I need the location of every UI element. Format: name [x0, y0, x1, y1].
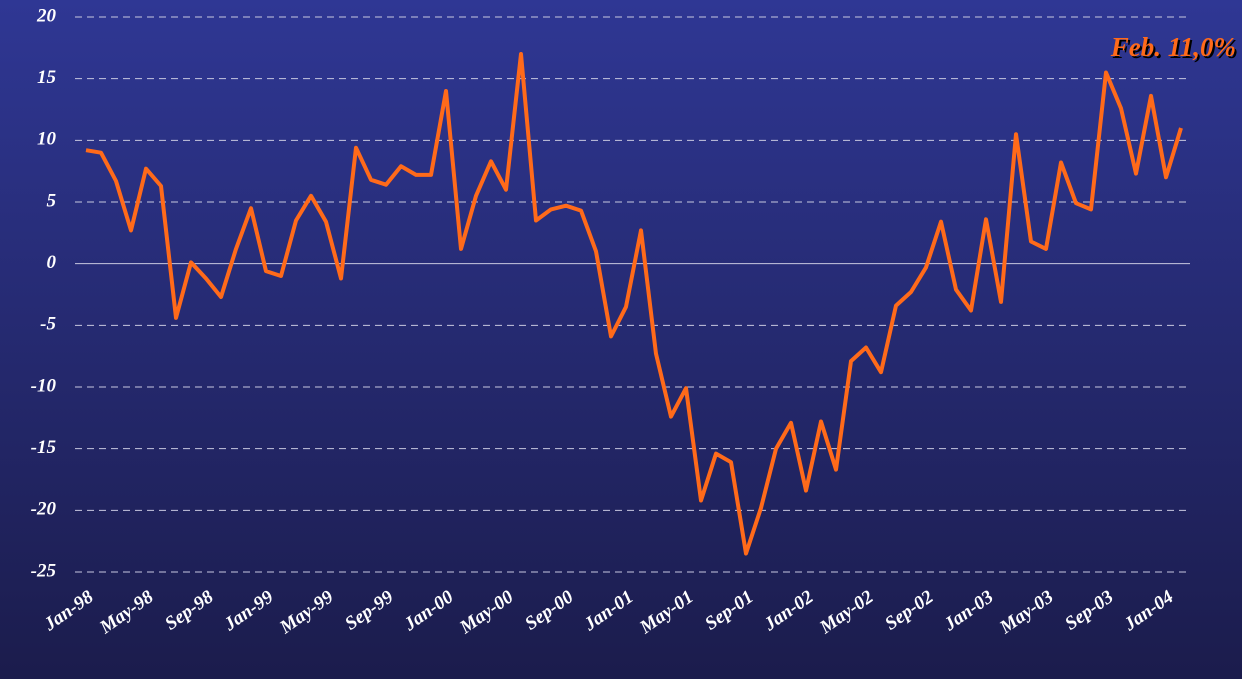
y-tick-label: 20	[36, 5, 57, 26]
y-tick-label: -25	[31, 560, 57, 581]
y-tick-label: -5	[40, 314, 56, 335]
data-line	[85, 52, 1183, 556]
y-tick-label: -10	[31, 375, 57, 396]
y-tick-label: -15	[31, 437, 57, 458]
y-tick-label: 0	[47, 252, 57, 273]
y-tick-label: 10	[37, 129, 57, 150]
y-tick-label: 15	[37, 67, 57, 88]
y-tick-label: -20	[31, 499, 57, 520]
y-tick-label: 5	[47, 190, 57, 211]
annotation: Feb. 11,0%	[1110, 32, 1236, 62]
